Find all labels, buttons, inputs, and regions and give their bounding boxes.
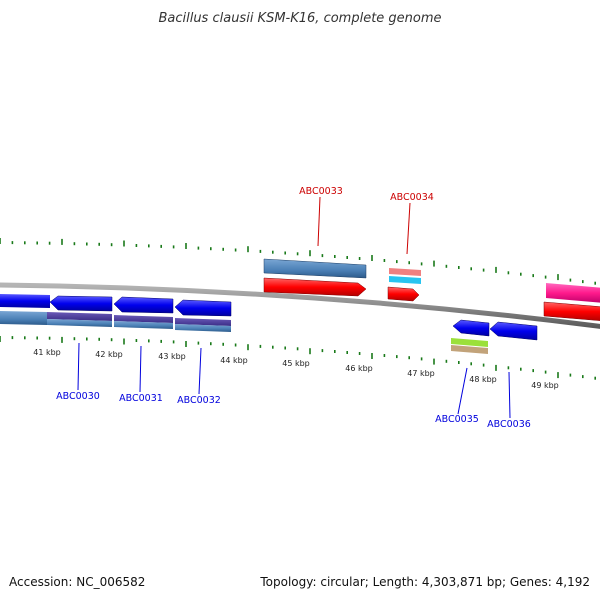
ruler-label: 49 kbp bbox=[531, 381, 559, 390]
abc0036-gene-arrow[interactable] bbox=[489, 321, 538, 341]
abc0030-leader-line bbox=[77, 342, 80, 391]
abc0036-leader-line bbox=[508, 371, 511, 419]
right-edge-pink-feature[interactable] bbox=[546, 283, 600, 303]
abc0033-gene-arrow[interactable] bbox=[263, 277, 367, 297]
abc0034-rna-feature[interactable] bbox=[389, 268, 421, 276]
gene-label-abc0032[interactable]: ABC0032 bbox=[177, 395, 221, 406]
abc0030-cds-feature[interactable] bbox=[47, 319, 112, 327]
genome-summary-text: Topology: circular; Length: 4,303,871 bp… bbox=[259, 575, 590, 589]
abc0034-cyan-feature[interactable] bbox=[389, 276, 421, 284]
abc0030-gene-arrow[interactable] bbox=[49, 295, 113, 312]
abc0031-cds-feature[interactable] bbox=[114, 321, 173, 329]
abc0032-leader-line bbox=[198, 347, 202, 395]
abc0031-gene-arrow[interactable] bbox=[113, 296, 174, 314]
left-edge-steel-feature[interactable] bbox=[0, 311, 47, 325]
abc0035-leader-line bbox=[457, 367, 468, 415]
ruler-label: 45 kbp bbox=[282, 359, 310, 368]
gene-label-abc0033[interactable]: ABC0033 bbox=[299, 186, 343, 197]
abc0032-cds-feature[interactable] bbox=[175, 324, 231, 332]
ruler-label: 42 kbp bbox=[95, 350, 123, 359]
gene-label-abc0034[interactable]: ABC0034 bbox=[390, 192, 434, 203]
abc0032-gene-arrow[interactable] bbox=[174, 299, 232, 317]
reverse-features bbox=[0, 294, 538, 354]
abc0034-leader-line bbox=[406, 202, 411, 255]
abc0030-domain-feature[interactable] bbox=[47, 312, 112, 321]
abc0035-tan-feature[interactable] bbox=[451, 345, 488, 354]
inner-tick-row bbox=[0, 336, 597, 380]
gene-label-leaders bbox=[77, 196, 511, 419]
ruler-labels: 41 kbp 42 kbp 43 kbp 44 kbp 45 kbp 46 kb… bbox=[33, 348, 559, 390]
ruler-label: 43 kbp bbox=[158, 352, 186, 361]
ruler-label: 44 kbp bbox=[220, 356, 248, 365]
abc0031-domain-feature[interactable] bbox=[114, 315, 173, 323]
forward-features bbox=[263, 258, 600, 321]
gene-label-abc0031[interactable]: ABC0031 bbox=[119, 393, 163, 404]
ruler-label: 41 kbp bbox=[33, 348, 61, 357]
gene-label-abc0036[interactable]: ABC0036 bbox=[487, 419, 531, 430]
abc0034-gene-arrow[interactable] bbox=[387, 286, 420, 302]
right-edge-red-feature[interactable] bbox=[543, 301, 600, 321]
abc0033-leader-line bbox=[317, 196, 321, 247]
ruler-label: 46 kbp bbox=[345, 364, 373, 373]
map-title: Bacillus clausii KSM-K16, complete genom… bbox=[158, 11, 441, 26]
ruler-label: 47 kbp bbox=[407, 369, 435, 378]
abc0031-leader-line bbox=[139, 345, 142, 393]
abc0032-domain-feature[interactable] bbox=[175, 318, 231, 326]
abc0035-lime-feature[interactable] bbox=[451, 338, 488, 347]
left-edge-gene-arrow[interactable] bbox=[0, 294, 50, 308]
genome-backbone bbox=[0, 282, 600, 329]
gene-label-abc0030[interactable]: ABC0030 bbox=[56, 391, 100, 402]
accession-text: Accession: NC_006582 bbox=[9, 575, 145, 589]
abc0035-gene-arrow[interactable] bbox=[452, 319, 490, 337]
ruler-label: 48 kbp bbox=[469, 375, 497, 384]
gene-labels: ABC0033 ABC0034 ABC0030 ABC0031 ABC0032 … bbox=[56, 186, 531, 430]
abc0033-cds-feature[interactable] bbox=[263, 258, 367, 279]
gene-label-abc0035[interactable]: ABC0035 bbox=[435, 414, 479, 425]
outer-tick-row bbox=[0, 238, 597, 285]
